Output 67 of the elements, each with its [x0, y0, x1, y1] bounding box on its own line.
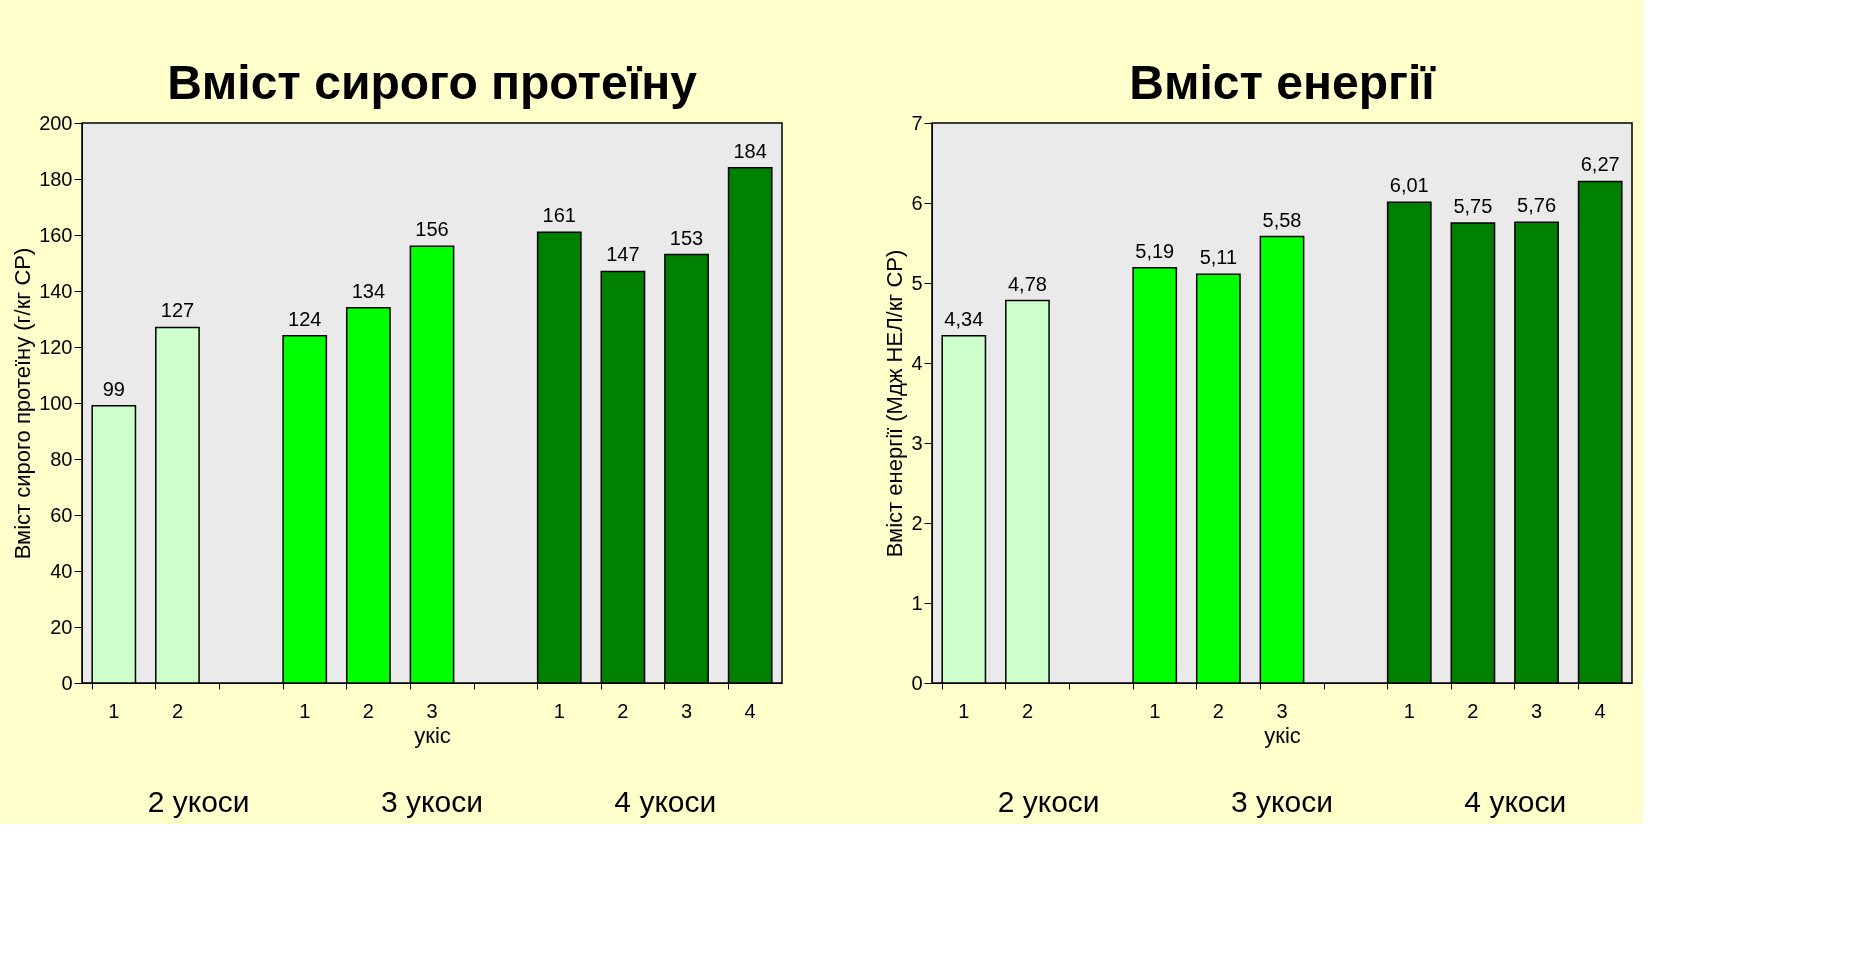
- y-tick-label: 140: [39, 279, 73, 302]
- data-label: 99: [102, 377, 125, 400]
- x-tick-label: 2: [171, 699, 184, 722]
- x-tick-label: 2: [1212, 699, 1224, 722]
- x-tick-label: 3: [1276, 699, 1288, 722]
- data-label: 127: [160, 299, 195, 322]
- data-label: 5,58: [1262, 208, 1302, 231]
- y-tick-label: 200: [39, 111, 73, 134]
- y-tick-label: 0: [61, 671, 73, 694]
- y-tick-label: 6: [911, 191, 923, 214]
- text: 3 укоси: [1231, 785, 1333, 818]
- x-tick-label: 4: [744, 699, 756, 722]
- x-tick-label: 3: [1530, 699, 1543, 722]
- text: 4 укоси: [614, 785, 717, 818]
- x-tick-label: 2: [617, 699, 629, 722]
- data-label: 6,27: [1580, 153, 1620, 176]
- y-tick-label: 160: [39, 223, 73, 246]
- x-tick-label: 4: [1594, 699, 1606, 722]
- x-tick-label: 1: [1403, 699, 1415, 722]
- y-tick-label: 0: [911, 671, 923, 694]
- y-tick-label: 40: [50, 559, 73, 582]
- data-label: 124: [288, 307, 322, 330]
- text: 2 укоси: [997, 785, 1100, 818]
- x-tick-label: 1: [958, 699, 970, 722]
- y-tick-label: 2: [911, 511, 923, 534]
- data-label: 4,78: [1007, 272, 1047, 295]
- chart-title: Вміст енергії: [1129, 56, 1437, 109]
- x-tick-label: 3: [680, 699, 693, 722]
- y-tick-label: 20: [50, 615, 73, 638]
- chart-title: Вміст сирого протеїну: [167, 56, 698, 109]
- y-axis-title: Вміст сирого протеїну (г/кг СР): [10, 247, 36, 560]
- data-label: 147: [606, 243, 640, 266]
- y-axis-title: Вміст енергії (Мдж НЕЛ/кг СР): [882, 249, 908, 558]
- y-tick-label: 1: [911, 591, 923, 614]
- x-tick-label: 1: [299, 699, 311, 722]
- y-tick-label: 100: [39, 391, 73, 414]
- x-tick-label: 1: [553, 699, 565, 722]
- x-tick-label: 3: [426, 699, 438, 722]
- data-label: 5,11: [1199, 246, 1238, 269]
- y-tick-label: 80: [50, 447, 73, 470]
- data-label: 6,01: [1389, 174, 1429, 197]
- x-axis-title: укіс: [1264, 722, 1301, 748]
- text: 3 укоси: [381, 785, 483, 818]
- data-label: 5,76: [1517, 194, 1557, 217]
- data-label: 134: [351, 279, 386, 302]
- data-label: 161: [542, 204, 576, 227]
- y-tick-label: 5: [911, 271, 923, 294]
- y-tick-label: 180: [39, 167, 73, 190]
- data-label: 5,75: [1453, 195, 1493, 217]
- y-tick-label: 3: [911, 431, 923, 454]
- y-tick-label: 120: [39, 335, 73, 358]
- data-label: 4,34: [944, 307, 984, 330]
- x-tick-label: 2: [362, 699, 374, 722]
- x-axis-title: укіс: [414, 722, 451, 748]
- data-label: 153: [669, 226, 704, 249]
- x-tick-label: 1: [108, 699, 120, 722]
- y-tick-label: 4: [911, 351, 923, 374]
- y-tick-label: 7: [911, 111, 923, 134]
- y-tick-label: 60: [50, 503, 73, 526]
- data-label: 5,19: [1135, 239, 1175, 262]
- x-tick-label: 2: [1467, 699, 1479, 722]
- text: 2 укоси: [147, 785, 250, 818]
- x-tick-label: 2: [1021, 699, 1034, 722]
- data-label: 184: [733, 139, 767, 162]
- x-tick-label: 1: [1149, 699, 1161, 722]
- text: 4 укоси: [1464, 785, 1567, 818]
- data-label: 156: [415, 218, 449, 241]
